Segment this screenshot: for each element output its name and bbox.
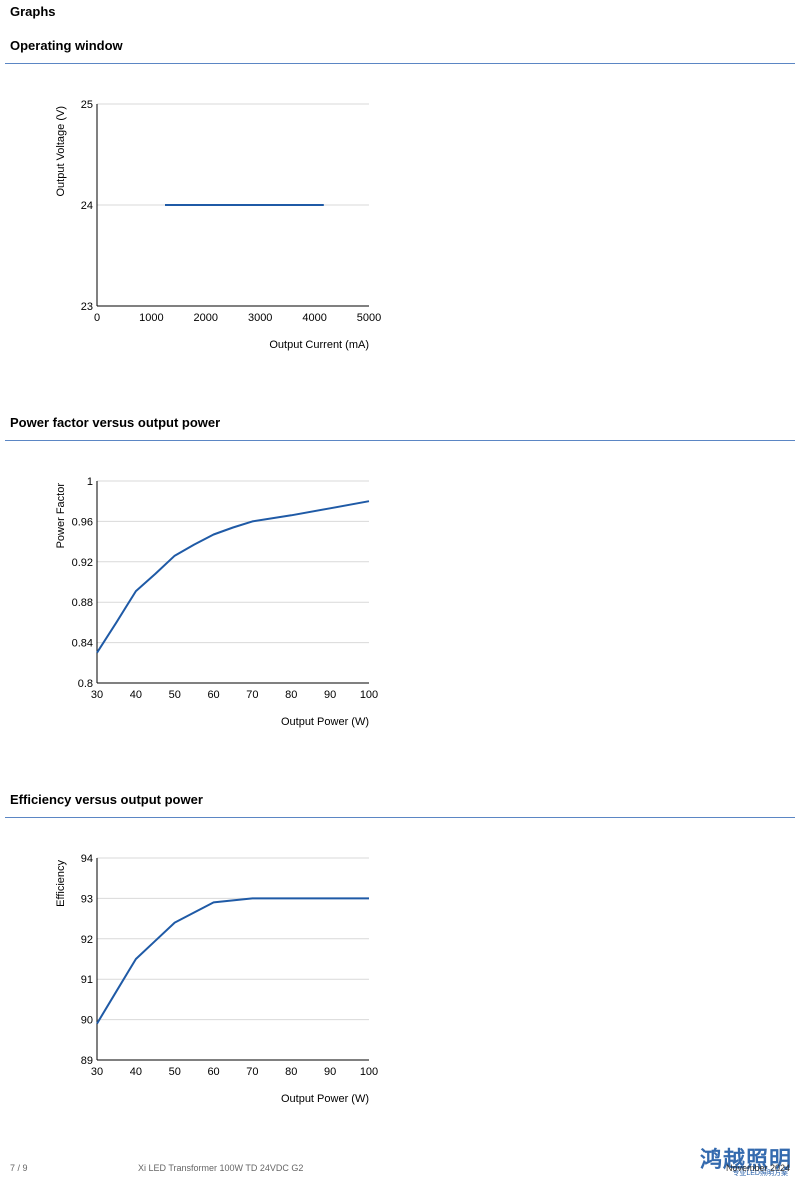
x-tick-label: 70 (246, 689, 258, 701)
x-tick-label: 90 (324, 1066, 336, 1078)
x-tick-label: 60 (207, 689, 219, 701)
section-title-efficiency: Efficiency versus output power (10, 792, 203, 807)
y-tick-label: 93 (81, 893, 93, 905)
footer-date: November 2024 (725, 1163, 790, 1173)
y-axis-label: Output Voltage (V) (55, 106, 67, 197)
section-divider (5, 63, 795, 64)
x-tick-label: 40 (130, 689, 142, 701)
x-tick-label: 2000 (194, 312, 218, 324)
x-tick-label: 50 (169, 1066, 181, 1078)
y-tick-label: 24 (81, 200, 93, 212)
x-tick-label: 1000 (139, 312, 163, 324)
footer-page-number: 7 / 9 (10, 1163, 28, 1173)
y-tick-label: 89 (81, 1055, 93, 1067)
y-tick-label: 25 (81, 99, 93, 111)
page-heading: Graphs (10, 4, 56, 19)
x-tick-label: 50 (169, 689, 181, 701)
y-tick-label: 0.8 (78, 678, 93, 690)
chart-efficiency: 89 90 91 92 93 94 30 40 50 60 70 80 90 100 Output Powe… (55, 853, 378, 1105)
x-axis-label: Output Power (W) (281, 716, 369, 728)
series-line (96, 500, 370, 654)
x-tick-label: 100 (360, 689, 378, 701)
x-tick-label: 40 (130, 1066, 142, 1078)
series-line (96, 897, 369, 1025)
section-divider (5, 440, 795, 441)
y-tick-label: 94 (81, 853, 93, 865)
x-tick-label: 3000 (248, 312, 272, 324)
x-tick-label: 60 (207, 1066, 219, 1078)
x-tick-label: 30 (91, 689, 103, 701)
section-divider (5, 817, 795, 818)
y-axis-label: Power Factor (55, 483, 67, 549)
x-axis-label: Output Power (W) (281, 1093, 369, 1105)
watermark-subtext: 专业LED照明方案 (732, 1170, 788, 1177)
x-tick-label: 90 (324, 689, 336, 701)
x-tick-label: 70 (246, 1066, 258, 1078)
y-axis-label: Efficiency (55, 860, 67, 907)
footer-product-name: Xi LED Transformer 100W TD 24VDC G2 (138, 1163, 304, 1173)
y-tick-label: 23 (81, 301, 93, 313)
section-title-operating-window: Operating window (10, 38, 123, 53)
y-tick-label: 90 (81, 1015, 93, 1027)
x-tick-label: 80 (285, 689, 297, 701)
chart-power-factor: 0.8 0.84 0.88 0.92 0.96 1 30 40 50 60 70 80 90 100 Out… (55, 476, 378, 728)
y-tick-label: 1 (87, 476, 93, 488)
y-tick-label: 91 (81, 974, 93, 986)
section-title-power-factor: Power factor versus output power (10, 415, 221, 430)
chart-operating-window: 23 24 25 0 1000 2000 3000 4000 5000 Output Curren… (55, 99, 381, 351)
x-tick-label: 5000 (357, 312, 381, 324)
watermark-logo: 鸿越照明 (699, 1147, 792, 1172)
y-tick-label: 0.88 (72, 597, 93, 609)
y-tick-label: 92 (81, 934, 93, 946)
x-tick-label: 100 (360, 1066, 378, 1078)
y-tick-label: 0.96 (72, 516, 93, 528)
y-tick-label: 0.92 (72, 557, 93, 569)
x-tick-label: 80 (285, 1066, 297, 1078)
x-tick-label: 30 (91, 1066, 103, 1078)
x-tick-label: 4000 (302, 312, 326, 324)
x-tick-label: 0 (94, 312, 100, 324)
y-tick-label: 0.84 (72, 638, 93, 650)
x-axis-label: Output Current (mA) (269, 339, 369, 351)
